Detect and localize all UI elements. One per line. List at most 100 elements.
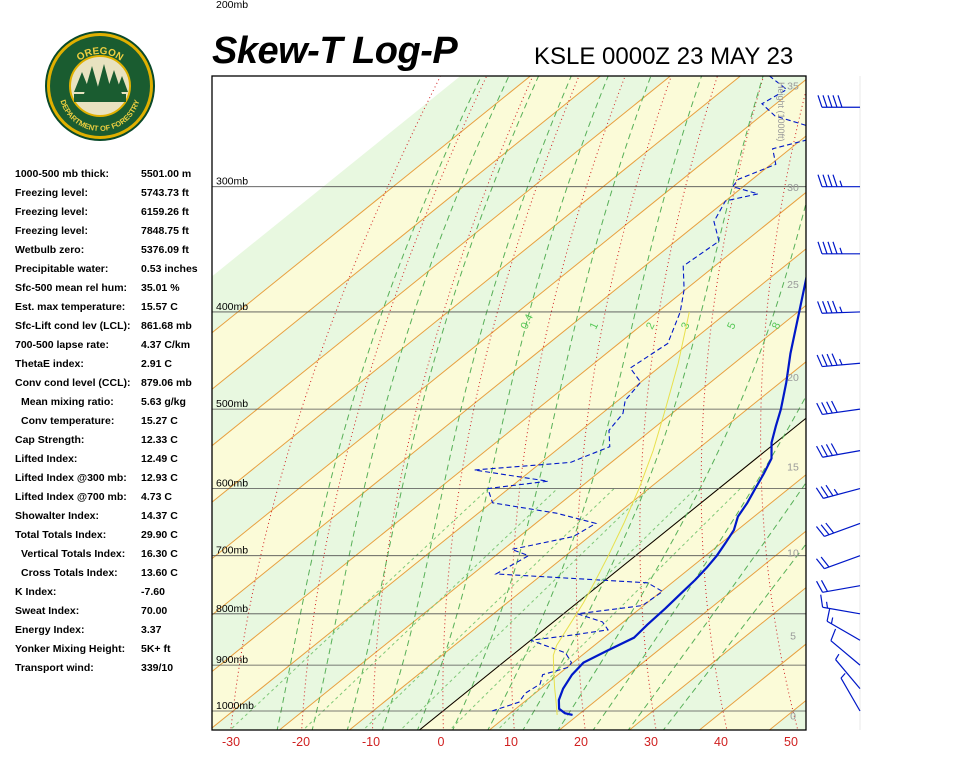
x-tick-label: 20: [574, 735, 588, 749]
stat-label: Freezing level:: [15, 206, 88, 218]
stat-value: -7.60: [141, 586, 165, 598]
stat-label: Wetbulb zero:: [15, 244, 85, 256]
wind-barb-flag: [830, 443, 838, 455]
stat-value: 5K+ ft: [141, 643, 171, 655]
stat-label: K Index:: [15, 586, 57, 598]
wind-barb-flag: [832, 300, 838, 313]
mixing-ratio-label: 0.4: [519, 312, 536, 331]
height-tick-label: 0: [790, 711, 796, 723]
wind-barb: [816, 580, 861, 593]
stat-row: K Index: -7.60: [15, 586, 215, 605]
wind-barb-half-flag: [830, 617, 834, 624]
wind-barb: [815, 555, 861, 570]
wind-barb-flag: [832, 241, 838, 254]
wind-barb-flag: [817, 301, 823, 314]
wind-barb-flag: [830, 628, 837, 641]
moist-adiabat: [522, 76, 764, 730]
wind-barb-half-flag: [839, 180, 843, 187]
wind-barb-flag: [837, 95, 843, 108]
wind-barb-flag: [820, 444, 829, 457]
wind-barb-staff: [840, 677, 861, 712]
dry-adiabat: [928, 0, 960, 732]
stat-value: 879.06 mb: [141, 377, 192, 389]
stat-label: Lifted Index:: [15, 453, 78, 465]
wind-barb: [815, 484, 861, 499]
mixing-ratio-line: [399, 488, 650, 730]
wind-barb-flag: [825, 484, 834, 497]
isobar-label: 300mb: [216, 176, 248, 188]
stat-value: 5501.00 m: [141, 168, 192, 180]
isotherm-line: [212, 76, 531, 334]
wind-barb-flag: [831, 400, 838, 413]
mixing-ratio-label: 2: [644, 321, 657, 332]
isobar-label: 800mb: [216, 603, 248, 615]
isobar-label: 200mb: [216, 0, 248, 11]
wind-barb-flag: [820, 594, 824, 608]
wind-barb-flag: [817, 95, 823, 108]
moist-adiabat: [487, 76, 703, 730]
stat-value: 3.37: [141, 624, 162, 636]
dry-adiabat: [874, 0, 952, 732]
wind-barb-staff: [835, 659, 861, 690]
isobar-label: 600mb: [216, 478, 248, 490]
wind-barb-staff: [826, 620, 861, 641]
station-time-label: KSLE 0000Z 23 MAY 23: [534, 43, 794, 70]
stat-label: 1000-500 mb thick:: [15, 168, 109, 180]
moist-adiabat: [592, 395, 806, 730]
isotherm-band: [212, 76, 806, 559]
stat-label: Lifted Index @300 mb:: [15, 472, 127, 484]
wind-barb-half-flag: [833, 488, 839, 495]
stat-label: Conv cond level (CCL):: [15, 377, 131, 389]
wind-barb-flag: [817, 174, 823, 187]
moist-adiabat: [311, 76, 510, 730]
stat-value: 5376.09 ft: [141, 244, 189, 256]
wind-barb: [817, 95, 860, 108]
stat-label: Showalter Index:: [15, 510, 100, 522]
stat-row: Conv cond level (CCL): 879.06 mb: [15, 377, 215, 396]
stat-row: Mean mixing ratio: 5.63 g/kg: [15, 396, 215, 415]
stat-value: 29.90 C: [141, 529, 178, 541]
stat-label: Yonker Mixing Height:: [15, 643, 126, 655]
logo-top-text: OREGON: [75, 46, 125, 64]
plot-area: 0.4 1 2 3 5 8: [212, 0, 960, 732]
isotherm-line: [279, 304, 806, 730]
x-tick-label: -30: [222, 735, 240, 749]
wind-barb: [816, 443, 861, 458]
stat-value: 14.37 C: [141, 510, 178, 522]
wind-barb-flag: [816, 445, 824, 458]
stat-row: Sfc-500 mean rel hum: 35.01 %: [15, 282, 215, 301]
isobar-label: 400mb: [216, 301, 248, 313]
mixing-ratio-label: 8: [770, 321, 783, 332]
stat-row: Energy Index: 3.37: [15, 624, 215, 643]
x-tick-label: 10: [504, 735, 518, 749]
isobar-label: 1000mb: [216, 700, 254, 712]
wind-barb-flag: [827, 241, 833, 254]
stat-label: Energy Index:: [15, 624, 85, 636]
wind-barb: [816, 353, 861, 368]
stat-label: Freezing level:: [15, 225, 88, 237]
mixing-ratio-label: 5: [725, 321, 738, 332]
height-tick-label: 15: [787, 462, 799, 474]
height-tick-label: 30: [787, 182, 799, 194]
x-tick-label: 40: [714, 735, 728, 749]
stat-row: Cross Totals Index: 13.60 C: [15, 567, 215, 586]
stat-row: Wetbulb zero: 5376.09 ft: [15, 244, 215, 263]
stat-value: 0.53 inches: [141, 263, 198, 275]
isotherm-line: [349, 361, 806, 730]
stat-label: Mean mixing ratio:: [21, 396, 114, 408]
stat-row: Transport wind: 339/10: [15, 662, 215, 681]
stat-label: Conv temperature:: [21, 415, 115, 427]
stat-row: Freezing level: 6159.26 ft: [15, 206, 215, 225]
wind-barb-flag: [825, 444, 833, 456]
temperature-trace: [557, 274, 806, 716]
stat-row: Est. max temperature: 15.57 C: [15, 301, 215, 320]
stat-label: Cap Strength:: [15, 434, 85, 446]
isotherm-line: [489, 474, 806, 730]
wind-barb-staff: [822, 311, 861, 314]
stat-label: Sfc-500 mean rel hum:: [15, 282, 128, 294]
stat-row: Precipitable water: 0.53 inches: [15, 263, 215, 282]
wind-barb-flag: [817, 241, 823, 254]
stat-row: Lifted Index @300 mb: 12.93 C: [15, 472, 215, 491]
stat-value: 7848.75 ft: [141, 225, 189, 237]
sounding-indices-table: 1000-500 mb thick: 5501.00 m Freezing leve…: [15, 168, 215, 681]
